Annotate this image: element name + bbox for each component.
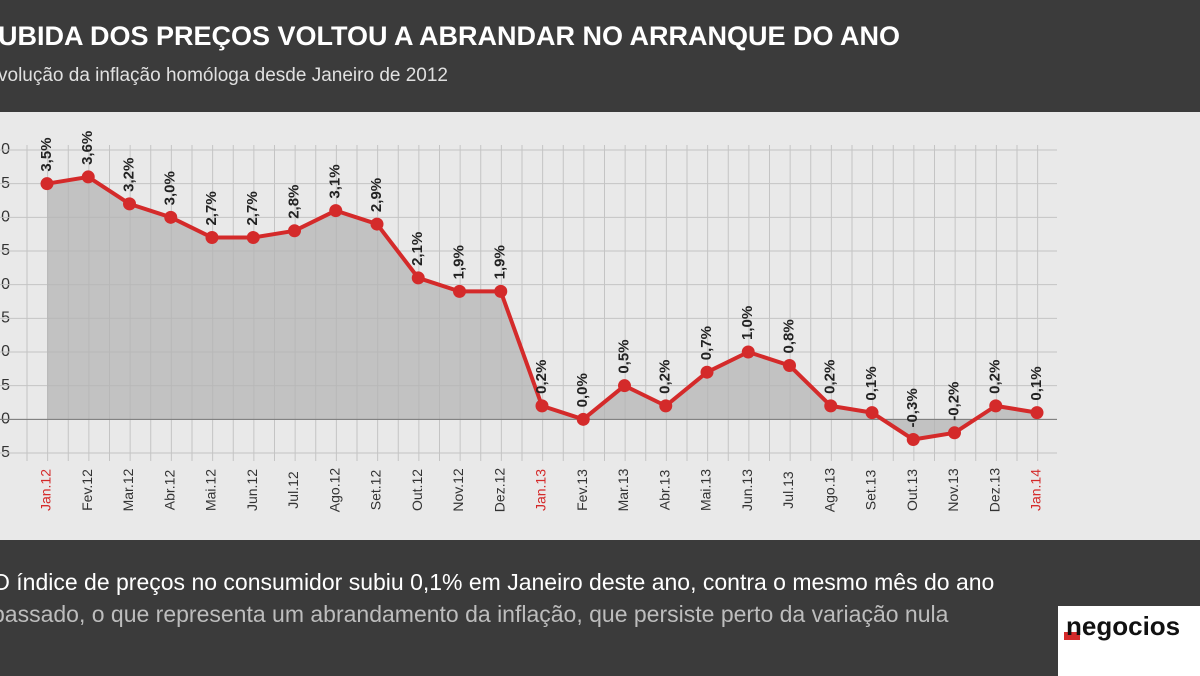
- value-label: 2,8%: [285, 185, 302, 219]
- x-tick-label: Mar.13: [615, 468, 631, 511]
- x-tick-label: Set.13: [863, 470, 879, 511]
- point: [288, 224, 301, 238]
- note: passado, o que representa um abrandament…: [0, 601, 949, 627]
- x-tick-label: Jan.12: [38, 469, 54, 511]
- x-tick-label: Abr.12: [161, 470, 177, 511]
- value-label: 1,9%: [450, 245, 467, 279]
- x-tick-label: Mai.13: [698, 469, 714, 511]
- value-label: 3,5%: [38, 137, 55, 171]
- point: [783, 358, 796, 372]
- value-label: 2,1%: [409, 232, 426, 266]
- point: [865, 406, 879, 420]
- x-tick-label: Jan.14: [1028, 469, 1044, 511]
- value-label: 2,9%: [368, 178, 385, 212]
- value-label: 0,8%: [780, 319, 797, 353]
- x-tick-label: Out.13: [904, 469, 920, 511]
- x-tick-label: Fev.13: [574, 469, 590, 511]
- x-tick-label: Mai.12: [203, 469, 219, 511]
- x-tick-label: Mar.12: [120, 468, 136, 511]
- value-label: 3,0%: [162, 171, 179, 205]
- x-tick-label: Ago.13: [821, 468, 837, 513]
- point: [494, 284, 508, 298]
- value-label: 0,1%: [863, 366, 880, 400]
- value-label: 0,2%: [822, 360, 839, 394]
- x-tick-label: Out.12: [409, 469, 425, 511]
- point: [329, 204, 343, 218]
- point: [659, 399, 673, 413]
- value-label: -0,2%: [945, 382, 962, 421]
- point: [989, 399, 1003, 413]
- point: [576, 412, 590, 426]
- x-tick-label: Set.12: [368, 470, 384, 511]
- value-label: 0,1%: [1028, 366, 1045, 400]
- x-tick-label: Jun.13: [739, 469, 755, 511]
- point: [741, 345, 755, 359]
- point: [411, 271, 425, 285]
- x-tick-label: Nov.12: [450, 468, 466, 512]
- note: O índice de preços no consumidor subiu 0…: [0, 569, 994, 595]
- header: [0, 0, 1200, 112]
- point: [700, 365, 714, 379]
- value-label: 0,7%: [698, 326, 715, 360]
- value-label: 2,7%: [244, 191, 261, 225]
- point: [1030, 406, 1044, 420]
- point: [453, 284, 466, 298]
- area: [47, 176, 1037, 440]
- value-label: -0,3%: [904, 388, 921, 427]
- chart-title: UBIDA DOS PREÇOS VOLTOU A ABRANDAR NO AR…: [0, 21, 900, 51]
- value-label: 2,7%: [203, 191, 220, 225]
- value-label: 3,2%: [120, 158, 137, 192]
- footer: [0, 540, 1200, 676]
- point: [123, 197, 136, 211]
- x-tick-label: Dez.13: [986, 468, 1002, 513]
- logo-box: [1058, 606, 1200, 676]
- point: [81, 170, 95, 184]
- x-tick-label: Ago.12: [326, 468, 342, 513]
- x-tick-label: Jan.13: [533, 469, 549, 511]
- point: [205, 231, 219, 245]
- point: [618, 379, 631, 393]
- point: [246, 231, 260, 245]
- point: [164, 210, 178, 224]
- point: [948, 426, 961, 440]
- value-label: 1,9%: [492, 245, 509, 279]
- chart-subtitle: volução da inflação homóloga desde Janei…: [0, 65, 448, 86]
- value-label: 3,6%: [79, 131, 96, 165]
- x-tick-label: Nov.13: [945, 468, 961, 512]
- value-label: 0,5%: [615, 339, 632, 373]
- point: [535, 399, 549, 413]
- value-label: 0,0%: [574, 373, 591, 407]
- point: [824, 399, 838, 413]
- point: [906, 433, 920, 447]
- logo-mark: [1064, 632, 1080, 640]
- value-label: 1,0%: [739, 306, 756, 340]
- value-label: 0,2%: [657, 360, 674, 394]
- x-tick-label: Fev.12: [79, 469, 95, 511]
- x-tick-label: Jul.13: [780, 471, 796, 509]
- value-label: 3,1%: [327, 164, 344, 198]
- point: [40, 177, 54, 191]
- value-label: 0,2%: [987, 360, 1004, 394]
- x-tick-label: Jun.12: [244, 469, 260, 511]
- value-label: 0,2%: [533, 360, 550, 394]
- point: [370, 217, 384, 231]
- x-tick-label: Abr.13: [656, 470, 672, 511]
- x-tick-label: Jul.12: [285, 471, 301, 509]
- logo: negocios: [1066, 611, 1180, 641]
- x-tick-label: Dez.12: [491, 468, 507, 513]
